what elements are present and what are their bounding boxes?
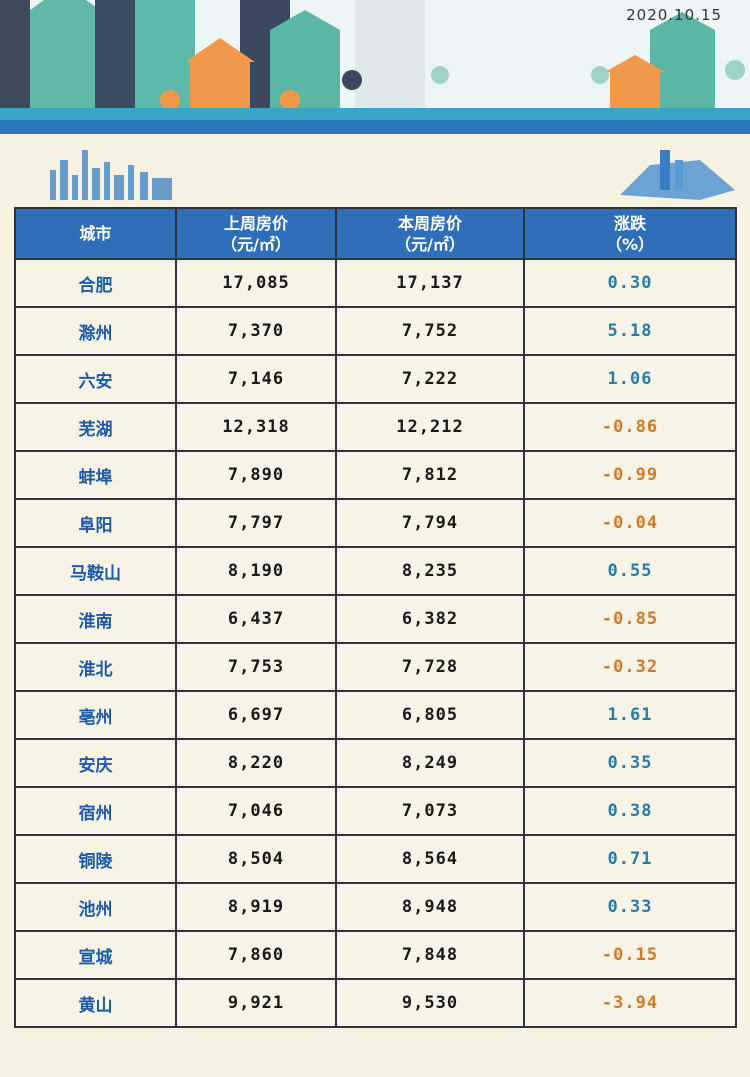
header-line: （元/㎡） — [395, 234, 465, 254]
table-row: 芜湖 12,318 12,212 -0.86 — [14, 402, 737, 452]
header-cell: 本周房价 （元/㎡） — [335, 207, 525, 260]
table-row: 马鞍山 8,190 8,235 0.55 — [14, 546, 737, 596]
change-cell: -0.32 — [523, 642, 737, 692]
price-cell: 7,752 — [335, 306, 525, 356]
price-cell: 7,370 — [175, 306, 337, 356]
price-cell: 6,437 — [175, 594, 337, 644]
price-cell: 8,249 — [335, 738, 525, 788]
table-row: 宣城 7,860 7,848 -0.15 — [14, 930, 737, 980]
header-line: 涨跌 — [613, 213, 646, 233]
city-cell: 合肥 — [14, 258, 177, 308]
table-row: 黄山 9,921 9,530 -3.94 — [14, 978, 737, 1028]
change-cell: 1.61 — [523, 690, 737, 740]
city-cell: 六安 — [14, 354, 177, 404]
change-cell: 0.38 — [523, 786, 737, 836]
city-cell: 安庆 — [14, 738, 177, 788]
change-cell: -0.04 — [523, 498, 737, 548]
header-line: 本周房价 — [397, 213, 462, 233]
table-row: 阜阳 7,797 7,794 -0.04 — [14, 498, 737, 548]
price-cell: 17,137 — [335, 258, 525, 308]
price-cell: 7,890 — [175, 450, 337, 500]
header-line: （%） — [605, 234, 655, 254]
price-cell: 6,382 — [335, 594, 525, 644]
price-cell: 8,564 — [335, 834, 525, 884]
price-cell: 6,697 — [175, 690, 337, 740]
table-row: 宿州 7,046 7,073 0.38 — [14, 786, 737, 836]
table-row: 亳州 6,697 6,805 1.61 — [14, 690, 737, 740]
table-row: 安庆 8,220 8,249 0.35 — [14, 738, 737, 788]
city-cell: 淮南 — [14, 594, 177, 644]
change-cell: 0.55 — [523, 546, 737, 596]
city-cell: 铜陵 — [14, 834, 177, 884]
price-cell: 6,805 — [335, 690, 525, 740]
price-cell: 9,530 — [335, 978, 525, 1028]
table-row: 六安 7,146 7,222 1.06 — [14, 354, 737, 404]
price-cell: 7,848 — [335, 930, 525, 980]
city-cell: 马鞍山 — [14, 546, 177, 596]
table-row: 滁州 7,370 7,752 5.18 — [14, 306, 737, 356]
city-cell: 黄山 — [14, 978, 177, 1028]
table-row: 合肥 17,085 17,137 0.30 — [14, 258, 737, 308]
price-cell: 8,919 — [175, 882, 337, 932]
banner — [0, 0, 750, 200]
table-row: 淮南 6,437 6,382 -0.85 — [14, 594, 737, 644]
header-line: （元/㎡） — [221, 234, 291, 254]
price-cell: 8,220 — [175, 738, 337, 788]
header-cell: 城市 — [14, 207, 177, 260]
price-cell: 7,146 — [175, 354, 337, 404]
price-cell: 8,190 — [175, 546, 337, 596]
city-cell: 阜阳 — [14, 498, 177, 548]
price-cell: 7,222 — [335, 354, 525, 404]
city-cell: 宣城 — [14, 930, 177, 980]
price-cell: 17,085 — [175, 258, 337, 308]
header-line: 上周房价 — [223, 213, 288, 233]
change-cell: 5.18 — [523, 306, 737, 356]
city-cell: 滁州 — [14, 306, 177, 356]
date: 2020.10.15 — [626, 6, 722, 24]
price-cell: 12,318 — [175, 402, 337, 452]
table-row: 池州 8,919 8,948 0.33 — [14, 882, 737, 932]
table-row: 淮北 7,753 7,728 -0.32 — [14, 642, 737, 692]
change-cell: -0.15 — [523, 930, 737, 980]
change-cell: 0.71 — [523, 834, 737, 884]
change-cell: -3.94 — [523, 978, 737, 1028]
price-cell: 7,753 — [175, 642, 337, 692]
city-cell: 宿州 — [14, 786, 177, 836]
city-cell: 亳州 — [14, 690, 177, 740]
city-cell: 淮北 — [14, 642, 177, 692]
city-cell: 池州 — [14, 882, 177, 932]
header-row: 城市 上周房价 （元/㎡） 本周房价 （元/㎡） 涨跌 （%） — [14, 207, 737, 260]
price-table: 城市 上周房价 （元/㎡） 本周房价 （元/㎡） 涨跌 （%） 合肥 17,085 17,137… — [14, 207, 737, 1028]
price-cell: 9,921 — [175, 978, 337, 1028]
price-cell: 7,794 — [335, 498, 525, 548]
change-cell: -0.85 — [523, 594, 737, 644]
change-cell: 1.06 — [523, 354, 737, 404]
table-body: 合肥 17,085 17,137 0.30 滁州 7,370 7,752 5.18 六安 7,14… — [14, 258, 737, 1028]
price-cell: 7,812 — [335, 450, 525, 500]
price-cell: 7,046 — [175, 786, 337, 836]
price-cell: 8,948 — [335, 882, 525, 932]
price-cell: 7,728 — [335, 642, 525, 692]
price-cell: 12,212 — [335, 402, 525, 452]
price-cell: 7,797 — [175, 498, 337, 548]
header-line: 城市 — [79, 224, 112, 243]
change-cell: 0.35 — [523, 738, 737, 788]
table-row: 蚌埠 7,890 7,812 -0.99 — [14, 450, 737, 500]
header-cell: 涨跌 （%） — [523, 207, 737, 260]
city-cell: 芜湖 — [14, 402, 177, 452]
change-cell: -0.99 — [523, 450, 737, 500]
price-cell: 7,073 — [335, 786, 525, 836]
price-cell: 8,235 — [335, 546, 525, 596]
change-cell: -0.86 — [523, 402, 737, 452]
table-row: 铜陵 8,504 8,564 0.71 — [14, 834, 737, 884]
change-cell: 0.30 — [523, 258, 737, 308]
price-cell: 7,860 — [175, 930, 337, 980]
change-cell: 0.33 — [523, 882, 737, 932]
city-cell: 蚌埠 — [14, 450, 177, 500]
header-cell: 上周房价 （元/㎡） — [175, 207, 337, 260]
price-cell: 8,504 — [175, 834, 337, 884]
